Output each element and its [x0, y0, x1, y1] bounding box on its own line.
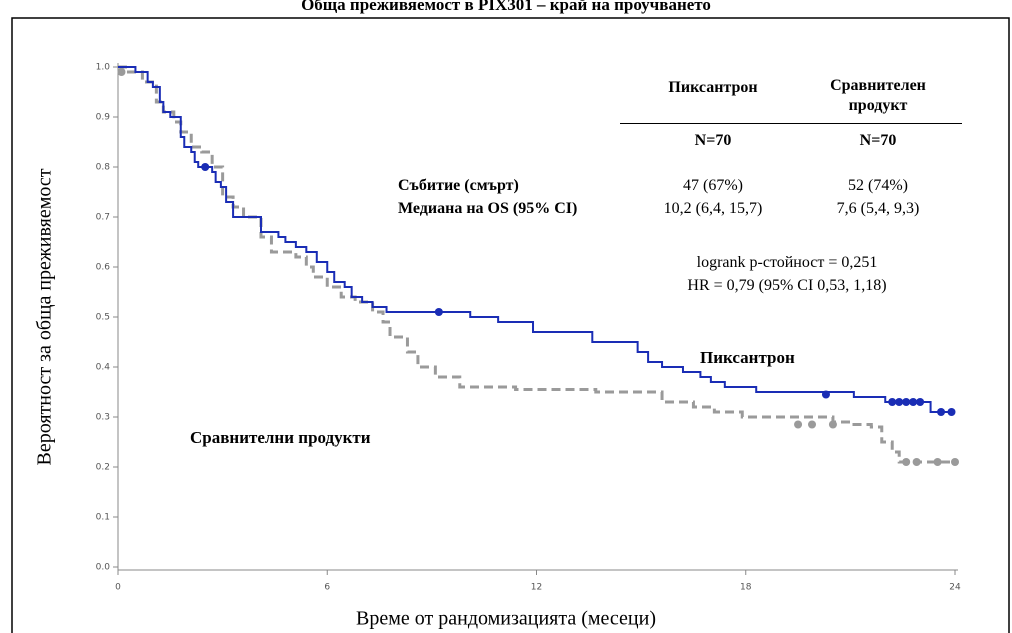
y-axis-label: Вероятност за обща преживяемост [34, 168, 56, 465]
x-tick-label: 6 [324, 583, 330, 593]
censor-mark [902, 398, 911, 406]
y-tick-label: 0.8 [96, 163, 111, 173]
censor-mark [933, 458, 942, 466]
censor-mark [937, 408, 946, 416]
censor-mark [951, 458, 959, 466]
series-label: Пиксантрон [700, 348, 795, 367]
row-value: 10,2 (6,4, 15,7) [663, 200, 763, 217]
table-rule [620, 123, 962, 124]
censor-mark [916, 398, 925, 406]
censor-mark [794, 420, 803, 429]
table-header: Сравнителен продукт [830, 77, 926, 114]
censor-mark [828, 420, 837, 429]
table-n: N=70 [694, 132, 732, 149]
censor-mark [888, 398, 897, 406]
censor-mark [117, 68, 126, 76]
y-tick-label: 0.1 [96, 513, 110, 523]
censor-mark [909, 398, 918, 406]
censor-mark [947, 408, 956, 416]
survival-curve [118, 66, 955, 413]
x-axis-label: Време от рандомизацията (месеци) [356, 608, 656, 630]
y-tick-label: 0.3 [96, 413, 110, 423]
censor-mark [201, 163, 210, 171]
censor-mark [902, 458, 911, 466]
x-tick-label: 18 [740, 583, 752, 593]
y-tick-label: 0.4 [96, 363, 111, 373]
row-label: Медиана на OS (95% CI) [398, 200, 578, 217]
row-value: 7,6 (5,4, 9,3) [836, 200, 920, 217]
x-tick-label: 12 [531, 583, 542, 593]
hazard-ratio: HR = 0,79 (95% CI 0,53, 1,18) [687, 277, 887, 294]
row-value: 47 (67%) [683, 177, 743, 194]
x-tick-label: 0 [115, 583, 121, 593]
y-tick-label: 0.7 [96, 213, 110, 223]
censor-mark [912, 458, 921, 466]
row-label: Събитие (смърт) [398, 177, 519, 194]
y-tick-label: 0.5 [96, 313, 110, 323]
y-tick-label: 0.9 [96, 113, 111, 123]
y-tick-label: 0.0 [96, 563, 111, 573]
table-header: Пиксантрон [668, 79, 758, 96]
series-label: Сравнителни продукти [190, 428, 371, 447]
frame [11, 17, 1010, 633]
censor-mark [895, 398, 904, 406]
row-value: 52 (74%) [848, 177, 908, 194]
logrank: logrank p-стойност = 0,251 [696, 254, 878, 271]
censor-mark [434, 308, 443, 316]
censor-mark [808, 420, 817, 429]
table-n: N=70 [859, 132, 897, 149]
x-tick-label: 24 [949, 583, 961, 593]
y-tick-label: 0.2 [96, 463, 110, 473]
survival-curve [118, 65, 955, 464]
censor-mark [821, 390, 830, 399]
y-tick-label: 1.0 [96, 63, 111, 73]
chart-title: Обща преживяемост в PIX301 – край на про… [301, 0, 711, 14]
y-tick-label: 0.6 [96, 263, 111, 273]
